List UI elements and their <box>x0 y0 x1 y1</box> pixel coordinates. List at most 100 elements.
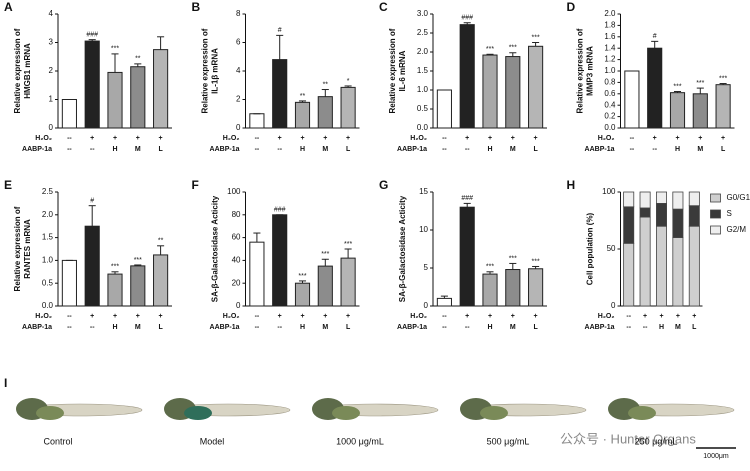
panel-letter: C <box>379 0 388 14</box>
treatment-name: H₂O₂ <box>223 313 240 320</box>
treatment-name: H₂O₂ <box>410 135 427 142</box>
panel-letter: B <box>192 0 201 14</box>
treatment-value: + <box>90 135 94 142</box>
significance-label: * <box>347 78 350 85</box>
bar-segment <box>672 208 684 239</box>
significance-label: *** <box>532 258 540 265</box>
significance-label: ### <box>86 31 98 38</box>
significance-label: *** <box>134 257 142 264</box>
treatment-value: + <box>136 313 140 320</box>
treatment-name: AABP-1a <box>210 324 240 331</box>
treatment-value: M <box>135 324 141 331</box>
treatment-value: -- <box>67 146 72 153</box>
bar <box>61 259 77 307</box>
bar <box>84 225 100 307</box>
bar <box>294 101 311 129</box>
y-tick-label: 100 <box>602 187 616 196</box>
significance-label: *** <box>111 46 119 53</box>
treatment-value: M <box>510 146 516 153</box>
legend-label: S <box>727 209 732 218</box>
treatment-name: H₂O₂ <box>598 135 615 142</box>
treatment-value: -- <box>626 313 631 320</box>
significance-label: *** <box>719 75 727 82</box>
y-tick-label: 60 <box>232 233 241 242</box>
treatment-value: L <box>158 324 163 331</box>
bar-segment <box>639 191 651 209</box>
bar <box>61 99 77 129</box>
treatment-value: + <box>113 313 117 320</box>
treatment-name: AABP-1a <box>585 146 615 153</box>
y-tick-label: 0.0 <box>42 301 54 310</box>
fish-label: Model <box>200 436 225 446</box>
treatment-value: + <box>113 135 117 142</box>
legend-label: G0/G1 <box>727 193 750 202</box>
significance-label: *** <box>321 251 329 258</box>
treatment-value: H <box>675 146 680 153</box>
bar <box>436 89 452 129</box>
treatment-value: + <box>346 135 350 142</box>
treatment-value: H <box>300 146 305 153</box>
treatment-value: M <box>135 146 141 153</box>
treatment-value: + <box>300 313 304 320</box>
y-tick-label: 1.0 <box>604 66 616 75</box>
y-tick-label: 0.2 <box>604 112 616 121</box>
treatment-value: + <box>534 135 538 142</box>
treatment-value: H <box>487 146 492 153</box>
significance-label: ** <box>158 238 164 245</box>
bar-segment <box>656 191 667 204</box>
fish-label: 1000 μg/mL <box>336 436 384 446</box>
treatment-value: -- <box>465 324 470 331</box>
treatment-value: H <box>300 324 305 331</box>
y-tick-label: 4 <box>49 9 54 18</box>
treatment-value: -- <box>442 146 447 153</box>
y-tick-label: 1.6 <box>604 32 616 41</box>
y-tick-label: 8 <box>236 9 241 18</box>
fish-yolk <box>480 406 508 420</box>
bar-segment <box>656 225 667 307</box>
bar <box>505 269 521 307</box>
y-tick-label: 20 <box>232 278 241 287</box>
y-tick-label: 1.2 <box>604 55 616 64</box>
bar <box>317 96 333 129</box>
treatment-name: H₂O₂ <box>598 313 615 320</box>
bar <box>340 86 356 129</box>
treatment-name: H₂O₂ <box>223 135 240 142</box>
bar <box>505 56 521 129</box>
treatment-value: -- <box>255 146 260 153</box>
y-tick-label: 3 <box>49 38 54 47</box>
treatment-value: + <box>159 313 163 320</box>
treatment-value: L <box>346 324 351 331</box>
panel-letter: F <box>192 178 199 192</box>
treatment-value: H <box>112 324 117 331</box>
treatment-name: AABP-1a <box>210 146 240 153</box>
y-tick-label: 2.5 <box>42 187 54 196</box>
treatment-value: -- <box>255 324 260 331</box>
treatment-value: + <box>721 135 725 142</box>
significance-label: ### <box>461 15 473 22</box>
y-axis-label: Cell population (%) <box>586 212 595 285</box>
treatment-value: + <box>488 135 492 142</box>
y-tick-label: 0.6 <box>604 89 616 98</box>
treatment-value: -- <box>626 324 631 331</box>
bar <box>84 40 100 129</box>
treatment-value: + <box>511 313 515 320</box>
significance-label: *** <box>486 46 494 53</box>
panel-letter: D <box>567 0 576 14</box>
legend-swatch <box>710 225 721 235</box>
y-tick-label: 5 <box>424 263 429 272</box>
bar <box>249 113 265 129</box>
treatment-value: H <box>487 324 492 331</box>
treatment-value: -- <box>67 324 72 331</box>
treatment-name: H₂O₂ <box>35 135 52 142</box>
treatment-value: + <box>675 135 679 142</box>
y-axis-label: IL-6 mRNA <box>398 50 407 91</box>
y-tick-label: 2.0 <box>42 210 54 219</box>
y-tick-label: 10 <box>419 225 428 234</box>
bar <box>130 66 146 129</box>
treatment-name: AABP-1a <box>585 324 615 331</box>
y-tick-label: 0 <box>611 301 616 310</box>
treatment-value: -- <box>277 324 282 331</box>
panel-letter: G <box>379 178 388 192</box>
treatment-value: + <box>323 135 327 142</box>
